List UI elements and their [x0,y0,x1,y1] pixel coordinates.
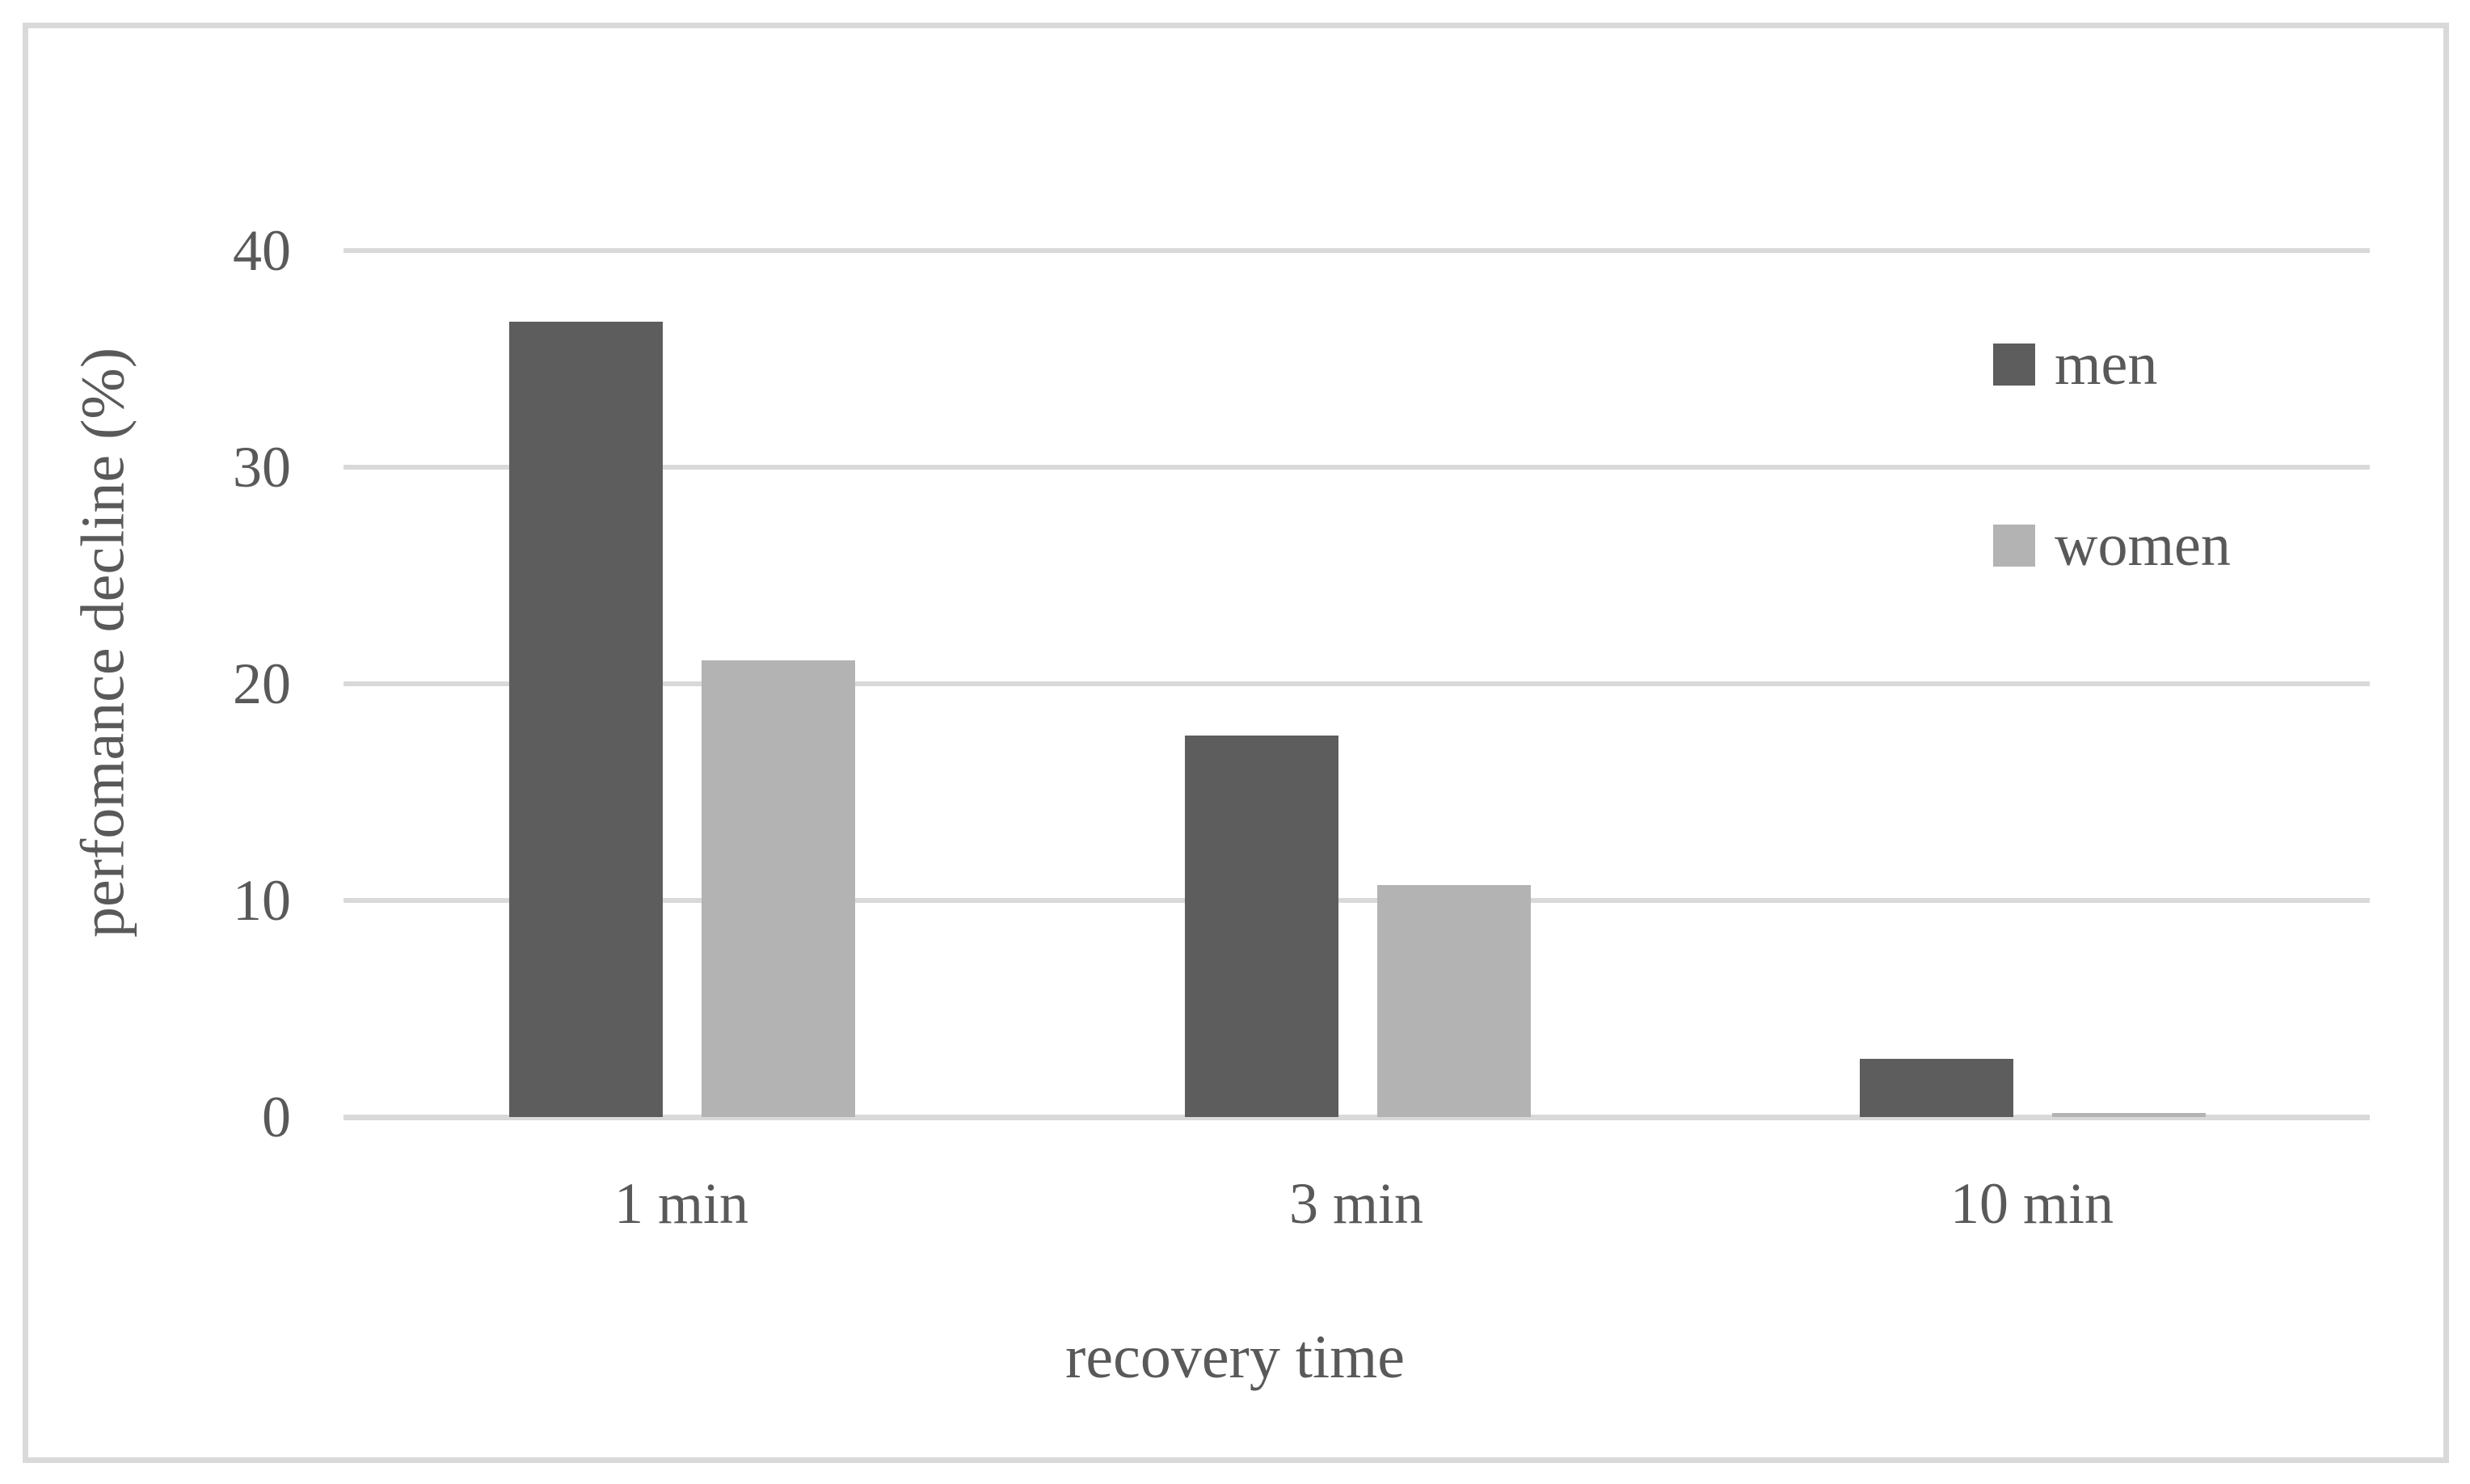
bar-women-1-min [702,660,855,1117]
y-tick-label-30: 30 [233,435,291,500]
x-tick-label-3-min: 3 min [1288,1171,1423,1236]
bar-men-1-min [509,322,663,1117]
legend-men-label: men [2055,331,2158,398]
gridline-0 [344,1115,2370,1120]
y-tick-label-20: 20 [233,651,291,716]
y-tick-label-10: 10 [233,868,291,933]
y-tick-label-0: 0 [262,1085,291,1149]
x-tick-label-1-min: 1 min [613,1171,748,1236]
bar-men-3-min [1185,736,1338,1117]
x-axis-title: recovery time [1065,1323,1405,1391]
legend-item-men: men [1993,335,2157,394]
y-axis-title: perfomance decline (%) [69,347,137,938]
x-tick-label-10-min: 10 min [1949,1171,2114,1236]
gridline-10 [344,898,2370,903]
legend-women-swatch-icon [1993,525,2035,567]
legend-men-swatch-icon [1993,344,2035,386]
legend-women-label: women [2055,512,2231,579]
bar-women-10-min [2052,1113,2206,1117]
y-tick-label-40: 40 [233,218,291,283]
gridline-20 [344,681,2370,686]
gridline-30 [344,465,2370,470]
gridline-40 [344,248,2370,253]
bar-men-10-min [1860,1059,2013,1117]
bar-women-3-min [1377,885,1531,1117]
legend-item-women: women [1993,516,2231,575]
